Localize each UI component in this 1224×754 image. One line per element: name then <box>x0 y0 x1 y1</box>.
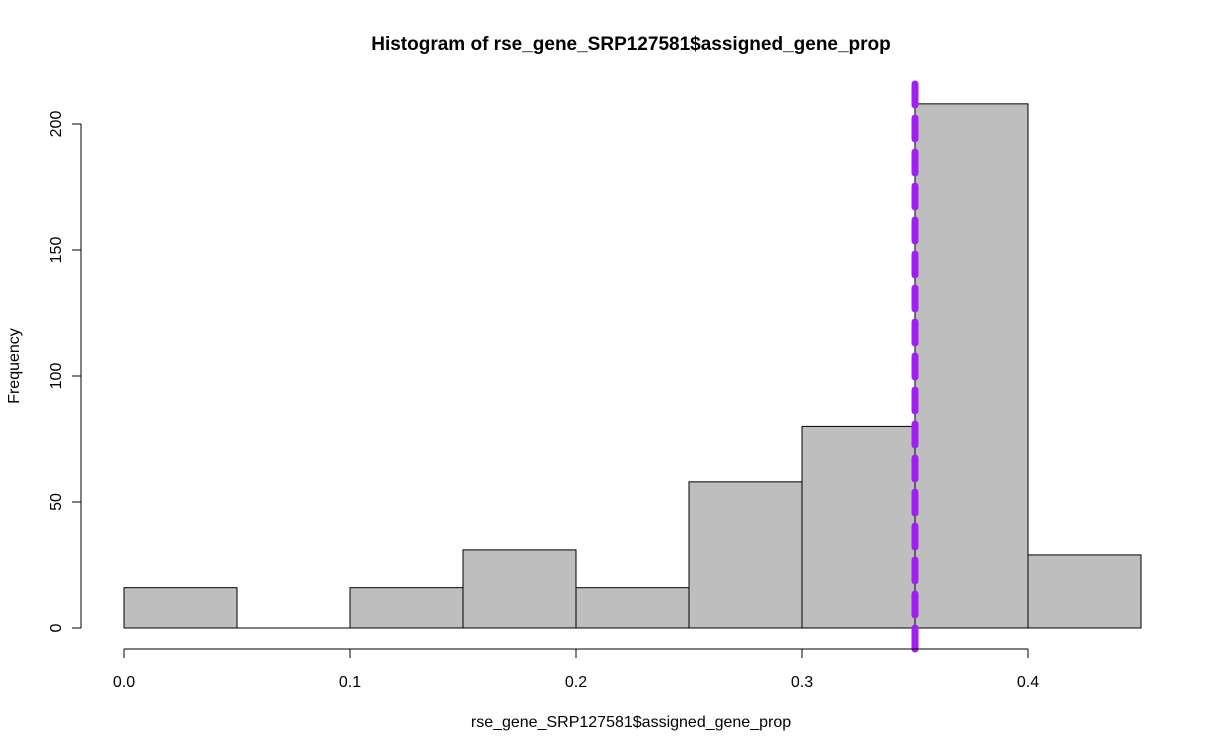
histogram-bar-3 <box>462 549 577 629</box>
histogram-bar-4 <box>575 587 690 629</box>
y-tick-label-1: 50 <box>48 493 65 511</box>
y-axis: 0 50 100 150 200 <box>48 111 82 632</box>
histogram-bar-8 <box>1027 554 1142 629</box>
histogram-bar-6 <box>801 425 916 629</box>
bars-layer <box>123 103 1142 629</box>
y-tick-label-2: 100 <box>48 363 65 390</box>
y-axis-label: Frequency <box>6 328 23 404</box>
x-tick-label-1: 0.1 <box>339 674 361 691</box>
x-tick-label-3: 0.3 <box>791 674 813 691</box>
chart-title: Histogram of rse_gene_SRP127581$assigned… <box>371 34 891 55</box>
x-axis-label: rse_gene_SRP127581$assigned_gene_prop <box>471 714 791 731</box>
x-axis: 0.0 0.1 0.2 0.3 0.4 <box>113 648 1039 691</box>
histogram-bar-5 <box>688 481 803 629</box>
histogram-bar-7 <box>914 103 1029 629</box>
x-tick-label-2: 0.2 <box>565 674 587 691</box>
histogram-bar-0 <box>123 587 238 629</box>
histogram-bar-2 <box>349 587 464 629</box>
x-tick-label-4: 0.4 <box>1017 674 1039 691</box>
y-tick-label-4: 200 <box>48 111 65 138</box>
y-tick-label-3: 150 <box>48 237 65 264</box>
y-tick-label-0: 0 <box>48 623 65 632</box>
x-tick-label-0: 0.0 <box>113 674 135 691</box>
